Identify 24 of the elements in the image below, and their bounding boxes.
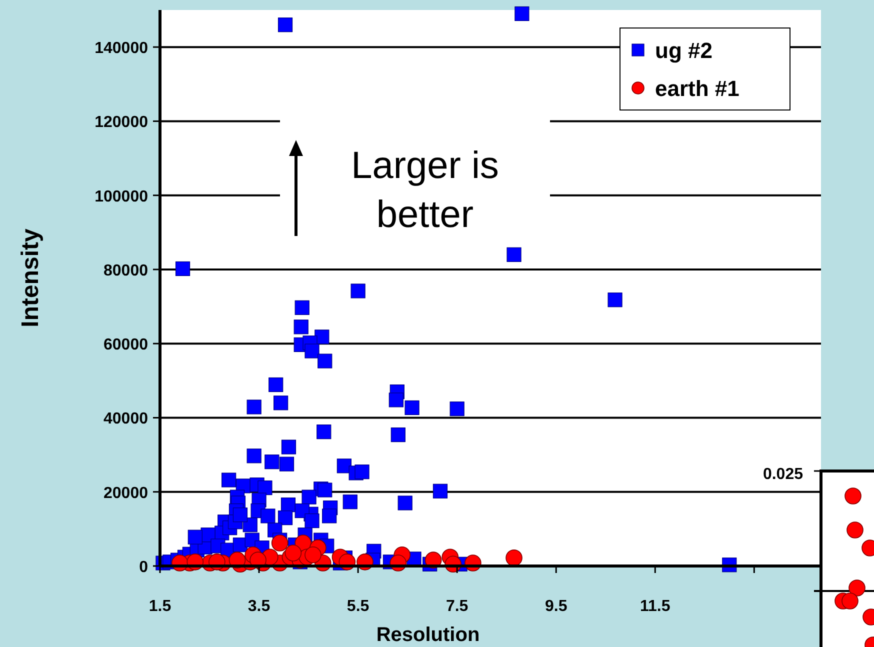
x-tick-label: 11.5 [640,598,670,615]
y-tick-label: 140000 [94,40,148,58]
point [506,549,522,566]
y-axis-title: Intensity [17,228,44,328]
legend-label: ug #2 [655,38,712,63]
point [271,534,288,552]
annotation: 0.025 [762,466,804,483]
legend-label: earth #1 [655,76,740,101]
y-tick-label: 80000 [104,262,148,280]
y-tick-label: 40000 [104,410,148,428]
x-axis-title: Resolution [376,624,480,646]
x-tick-label: 1.5 [148,598,172,615]
y-tick-label: 100000 [94,188,148,206]
y-tick-label: 120000 [94,114,148,132]
annotation: Larger is better [351,145,499,236]
x-tick-label: 5.5 [346,598,370,615]
x-tick-label: 7.5 [446,598,468,615]
point [304,546,322,564]
y-tick-label: 20000 [104,484,148,502]
point [284,544,302,562]
x-tick-label: 9.5 [544,598,568,615]
x-tick-label: 3.5 [248,598,270,615]
y-tick-label: 0 [139,559,148,576]
y-tick-label: 60000 [104,336,148,354]
